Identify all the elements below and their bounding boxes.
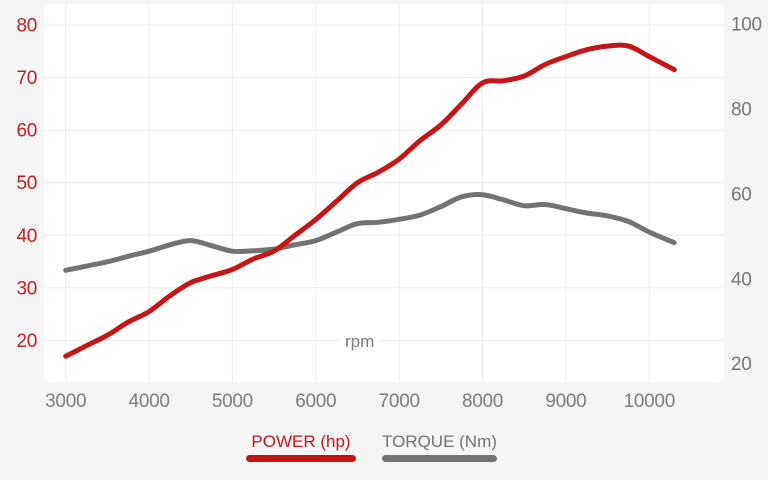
- left-axis-tick-label: 40: [16, 226, 37, 247]
- chart-legend: POWER (hp) TORQUE (Nm): [246, 433, 497, 462]
- x-axis-tick-label: 6000: [295, 391, 336, 412]
- x-axis-tick-label: 8000: [462, 391, 503, 412]
- left-axis-tick-label: 60: [16, 121, 37, 142]
- torque-curve: [63, 192, 677, 273]
- x-axis-tick-label: 4000: [129, 391, 170, 412]
- right-axis-tick-label: 100: [731, 15, 762, 36]
- plot-area: [44, 4, 724, 382]
- x-axis-title: rpm: [340, 333, 380, 351]
- right-axis-tick-label: 80: [731, 99, 752, 120]
- legend-item-torque[interactable]: TORQUE (Nm): [382, 433, 497, 462]
- x-axis-tick-label: 5000: [212, 391, 253, 412]
- left-axis-tick-label: 20: [16, 331, 37, 352]
- right-axis-tick-label: 20: [731, 354, 752, 375]
- legend-swatch-torque: [382, 455, 497, 462]
- legend-item-power[interactable]: POWER (hp): [246, 433, 356, 462]
- x-axis-tick-label: 10000: [624, 391, 675, 412]
- left-axis-tick-label: 50: [16, 173, 37, 194]
- legend-label-power: POWER (hp): [251, 432, 351, 451]
- legend-label-torque: TORQUE (Nm): [382, 432, 497, 451]
- right-axis-tick-label: 40: [731, 269, 752, 290]
- left-axis-tick-label: 70: [16, 68, 37, 89]
- right-axis-tick-label: 60: [731, 184, 752, 205]
- power-curve: [63, 42, 677, 359]
- x-axis-tick-label: 3000: [45, 391, 86, 412]
- x-axis-tick-label: 7000: [379, 391, 420, 412]
- legend-swatch-power: [246, 455, 356, 462]
- x-axis-tick-label: 9000: [545, 391, 586, 412]
- left-axis-tick-label: 30: [16, 278, 37, 299]
- left-axis-tick-label: 80: [16, 16, 37, 37]
